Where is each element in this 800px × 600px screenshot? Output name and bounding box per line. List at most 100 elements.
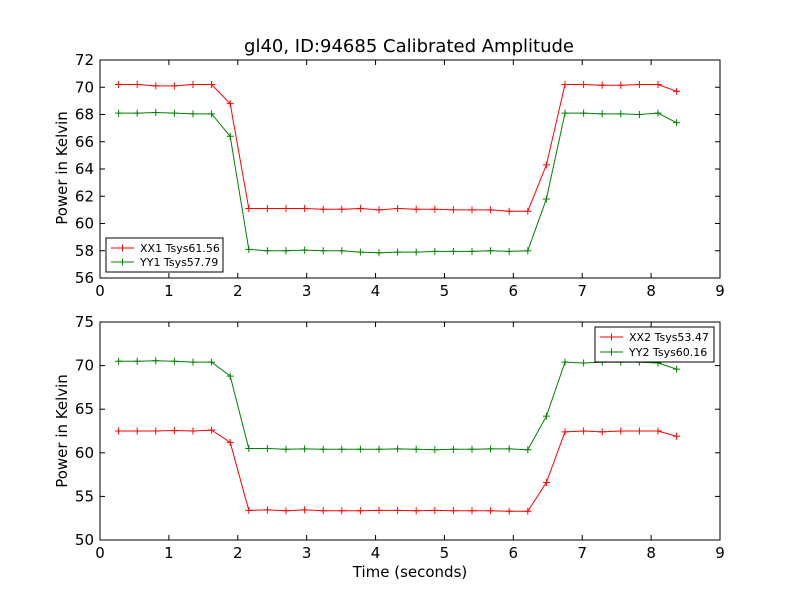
data-point bbox=[282, 445, 290, 453]
data-point bbox=[356, 205, 364, 213]
data-point bbox=[487, 507, 495, 515]
data-point bbox=[617, 110, 625, 118]
y-tick-label: 64 bbox=[75, 160, 94, 178]
legend-label: XX1 Tsys61.56 bbox=[140, 242, 220, 255]
data-point bbox=[673, 87, 681, 95]
data-point bbox=[338, 205, 346, 213]
data-point bbox=[542, 478, 550, 486]
data-point bbox=[431, 506, 439, 514]
legend-label: XX2 Tsys53.47 bbox=[629, 331, 709, 344]
data-point bbox=[431, 247, 439, 255]
data-point bbox=[282, 247, 290, 255]
x-tick-label: 4 bbox=[371, 282, 381, 300]
data-point bbox=[449, 507, 457, 515]
top-plot: gl40, ID:94685 Calibrated Amplitude Powe… bbox=[53, 36, 725, 300]
y-axis-label: Power in Kelvin bbox=[53, 111, 71, 225]
data-point bbox=[431, 205, 439, 213]
data-point bbox=[487, 445, 495, 453]
data-point bbox=[412, 507, 420, 515]
data-point bbox=[617, 81, 625, 89]
legend: XX1 Tsys61.56 YY1 Tsys57.79 bbox=[105, 237, 224, 273]
data-point bbox=[505, 247, 513, 255]
data-point bbox=[319, 247, 327, 255]
data-point bbox=[226, 438, 234, 446]
data-point bbox=[580, 109, 588, 117]
data-point bbox=[245, 506, 253, 514]
data-point bbox=[468, 445, 476, 453]
legend-entry-yy2: YY2 Tsys60.16 bbox=[600, 346, 707, 359]
data-point bbox=[133, 81, 141, 89]
data-point bbox=[226, 132, 234, 140]
data-point bbox=[115, 357, 123, 365]
x-tick-label: 8 bbox=[646, 544, 656, 562]
legend-marker bbox=[119, 258, 126, 266]
data-point bbox=[152, 108, 160, 116]
x-tick-label: 1 bbox=[164, 544, 174, 562]
data-point bbox=[338, 247, 346, 255]
data-point bbox=[505, 445, 513, 453]
data-point bbox=[431, 446, 439, 454]
data-point bbox=[542, 195, 550, 203]
data-point bbox=[635, 111, 643, 118]
data-point bbox=[263, 205, 271, 213]
bottom-plot: Time (seconds) Power in Kelvin 0 1 2 3 4 5 6 7 8… bbox=[53, 313, 725, 581]
legend-label: YY1 Tsys57.79 bbox=[139, 256, 218, 269]
data-point bbox=[170, 357, 178, 365]
data-point bbox=[208, 358, 216, 366]
data-point bbox=[673, 432, 681, 440]
y-tick-label: 60 bbox=[75, 215, 94, 233]
data-point bbox=[301, 506, 309, 514]
data-point bbox=[356, 507, 364, 515]
x-tick-label: 8 bbox=[646, 282, 656, 300]
data-point bbox=[468, 507, 476, 515]
x-axis-label: Time (seconds) bbox=[352, 563, 468, 581]
data-point bbox=[524, 247, 532, 255]
data-point bbox=[245, 205, 253, 213]
data-point bbox=[654, 109, 662, 117]
data-point bbox=[245, 245, 253, 253]
data-point bbox=[282, 205, 290, 213]
data-point bbox=[189, 81, 197, 89]
data-point bbox=[635, 427, 643, 435]
x-tick-label: 5 bbox=[440, 282, 450, 300]
data-point bbox=[170, 427, 178, 435]
data-point bbox=[598, 81, 606, 89]
data-point bbox=[375, 445, 383, 453]
data-point bbox=[189, 358, 197, 366]
data-point bbox=[542, 412, 550, 420]
data-point bbox=[412, 445, 420, 453]
data-point bbox=[561, 358, 569, 366]
tick-group: 0 1 2 3 4 5 6 7 8 9 50 55 60 65 70 75 bbox=[75, 313, 725, 562]
data-point bbox=[208, 81, 216, 89]
data-point bbox=[524, 207, 532, 215]
data-point bbox=[524, 446, 532, 454]
data-point bbox=[505, 207, 513, 215]
legend-box bbox=[105, 237, 224, 273]
y-tick-label: 68 bbox=[75, 106, 94, 124]
x-tick-label: 2 bbox=[233, 282, 243, 300]
data-point bbox=[301, 205, 309, 213]
data-point bbox=[356, 248, 364, 256]
data-point bbox=[301, 445, 309, 453]
data-point bbox=[487, 206, 495, 214]
y-tick-label: 65 bbox=[75, 400, 94, 418]
data-point bbox=[338, 507, 346, 515]
x-tick-label: 2 bbox=[233, 544, 243, 562]
data-point bbox=[449, 206, 457, 214]
legend-box bbox=[594, 326, 715, 363]
y-tick-label: 50 bbox=[75, 531, 94, 549]
data-point bbox=[170, 109, 178, 117]
data-point bbox=[375, 206, 383, 214]
data-point bbox=[394, 248, 402, 256]
data-point bbox=[580, 359, 588, 367]
y-tick-label: 70 bbox=[75, 357, 94, 375]
legend-entry-xx2: XX2 Tsys53.47 bbox=[600, 331, 709, 344]
data-point bbox=[542, 161, 550, 169]
data-point bbox=[208, 110, 216, 118]
data-point bbox=[115, 427, 123, 435]
data-point bbox=[412, 205, 420, 213]
y-tick-label: 55 bbox=[75, 487, 94, 505]
data-point bbox=[468, 247, 476, 255]
